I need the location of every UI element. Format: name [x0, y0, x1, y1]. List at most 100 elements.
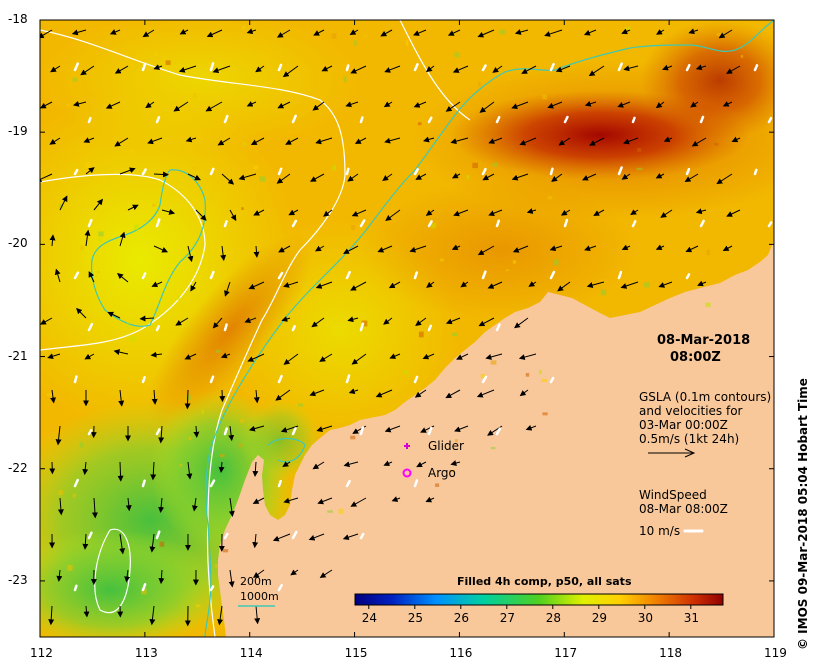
velocity-arrow: [658, 281, 673, 288]
velocity-arrow: [80, 65, 95, 76]
velocity-arrow: [76, 307, 87, 319]
velocity-arrow: [445, 317, 461, 325]
velocity-arrow: [621, 173, 631, 180]
velocity-arrow: [91, 497, 98, 519]
velocity-arrow: [218, 461, 225, 473]
velocity-arrow: [549, 245, 563, 252]
velocity-arrow: [50, 65, 61, 73]
velocity-arrow: [350, 65, 367, 74]
gsla-line2: and velocities for: [639, 404, 743, 418]
wind-arrow: [141, 62, 147, 72]
wind-arrow: [155, 325, 161, 332]
velocity-arrow: [621, 244, 631, 251]
colorbar-tick-label: 24: [361, 611, 378, 625]
velocity-arrow: [487, 281, 503, 289]
glider-label: Glider: [428, 439, 464, 453]
wind-time: 08-Mar 08:00Z: [639, 502, 728, 516]
velocity-arrow: [153, 171, 169, 178]
sst-pixel: [492, 162, 498, 167]
velocity-arrow: [316, 425, 333, 433]
sst-pixel: [362, 33, 368, 39]
sst-pixel: [714, 143, 719, 146]
velocity-arrow: [351, 209, 367, 217]
x-tick-label: 119: [764, 646, 787, 660]
argo-marker: [402, 468, 412, 478]
wind-arrow: [345, 374, 351, 384]
wind-arrow: [359, 426, 365, 436]
velocity-arrow: [477, 29, 495, 38]
sst-pixel: [353, 40, 357, 46]
wind-arrow: [617, 62, 623, 72]
wind-arrow: [495, 219, 501, 228]
velocity-arrow: [277, 101, 291, 109]
velocity-arrow: [456, 353, 469, 360]
wind-arrow: [685, 273, 691, 280]
velocity-arrow: [142, 29, 155, 38]
velocity-arrow: [377, 245, 393, 253]
wind-arrow: [87, 322, 94, 332]
velocity-arrow: [451, 172, 461, 179]
sst-pixel: [403, 370, 409, 375]
velocity-arrow: [663, 136, 673, 142]
velocity-arrow: [623, 65, 639, 72]
wind-arrow: [617, 166, 623, 176]
velocity-arrow: [662, 64, 673, 71]
velocity-arrow: [220, 352, 231, 359]
sst-pixel: [186, 394, 191, 400]
sst-pixel: [46, 393, 53, 397]
velocity-arrow: [347, 316, 359, 323]
velocity-arrow: [280, 425, 299, 433]
velocity-arrow: [460, 281, 469, 288]
velocity-arrow: [238, 173, 257, 181]
velocity-arrow: [72, 100, 87, 107]
sst-pixel: [439, 258, 444, 262]
velocity-arrow: [425, 209, 435, 216]
velocity-arrow: [278, 245, 291, 253]
sst-pixel: [243, 142, 246, 147]
velocity-arrow: [384, 425, 401, 433]
sst-pixel: [478, 81, 481, 87]
sst-pixel: [740, 54, 744, 58]
velocity-arrow: [147, 137, 163, 145]
sst-pixel: [706, 249, 711, 256]
velocity-arrow: [145, 101, 155, 109]
sst-pixel: [191, 166, 198, 170]
velocity-arrow: [586, 281, 605, 288]
velocity-arrow: [184, 353, 197, 360]
velocity-arrow: [153, 245, 169, 253]
velocity-arrow: [282, 461, 291, 468]
wind-arrow: [549, 62, 555, 72]
velocity-arrow: [55, 425, 62, 446]
sst-pixel: [125, 209, 131, 212]
wind-arrow: [685, 63, 691, 72]
velocity-arrow: [389, 353, 401, 359]
sst-pixel: [71, 163, 75, 166]
sst-pixel: [179, 464, 183, 467]
velocity-arrow: [228, 425, 235, 442]
sst-pixel: [98, 231, 104, 237]
velocity-arrow: [557, 281, 571, 292]
velocity-arrow: [190, 281, 197, 292]
map-time: 08:00Z: [670, 350, 721, 365]
velocity-arrow: [119, 533, 126, 555]
sst-pixel: [505, 269, 510, 272]
velocity-arrow: [283, 281, 299, 288]
velocity-arrow: [409, 245, 427, 253]
velocity-arrow: [315, 245, 325, 252]
velocity-arrow: [59, 195, 68, 211]
sst-pixel: [350, 435, 356, 440]
velocity-arrow: [179, 28, 189, 35]
velocity-arrow: [252, 497, 265, 504]
velocity-arrow: [342, 533, 359, 541]
wind-arrow: [631, 220, 637, 228]
velocity-arrow: [150, 351, 163, 358]
sst-pixel: [454, 52, 460, 58]
velocity-arrow: [492, 65, 503, 73]
sst-pixel: [332, 164, 336, 171]
wind-arrow: [223, 323, 228, 332]
velocity-arrow: [350, 497, 367, 507]
velocity-arrow: [697, 280, 707, 287]
sst-speckle: [40, 26, 744, 608]
sst-pixel: [452, 332, 458, 337]
wind-arrow: [359, 219, 366, 228]
